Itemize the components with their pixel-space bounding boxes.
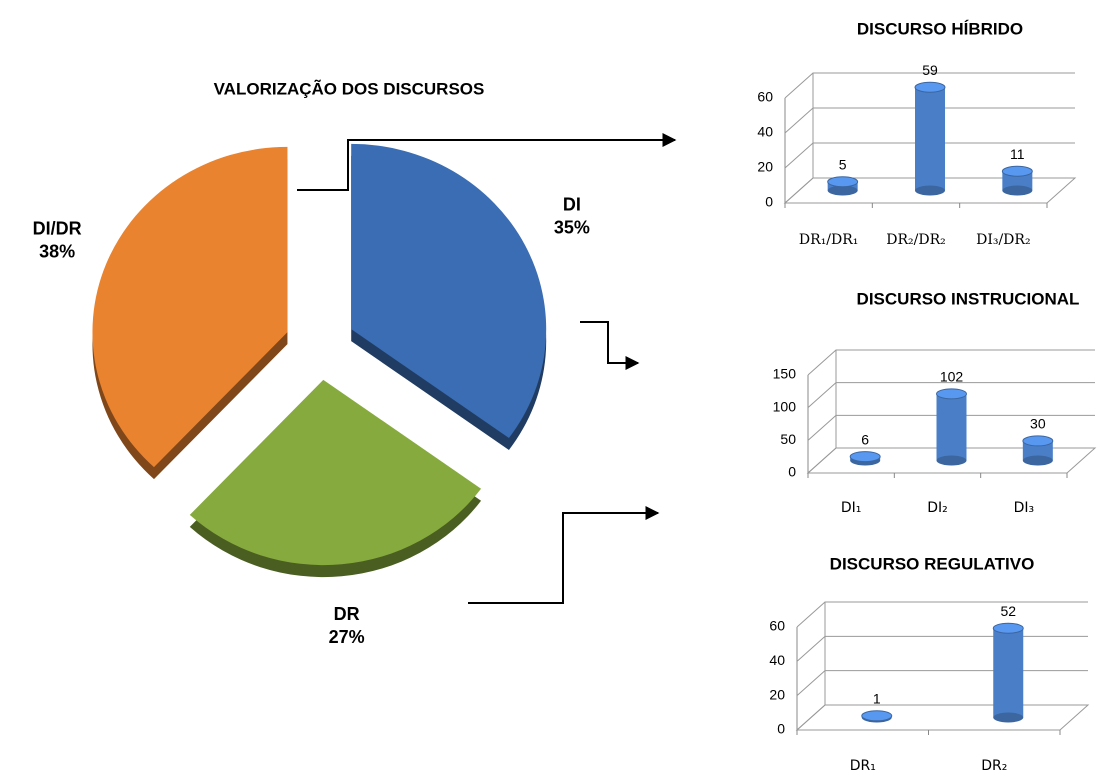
pie-slice <box>92 146 288 468</box>
slice-value-label: 35% <box>554 217 590 237</box>
bar <box>861 710 893 723</box>
x-tick-label: DI₃/DR₂ <box>976 232 1030 248</box>
bar-top <box>849 451 881 463</box>
bar-top <box>827 176 859 188</box>
y-tick-label: 0 <box>788 464 796 480</box>
pie-slice <box>189 379 482 566</box>
y-tick-label: 100 <box>773 398 797 414</box>
bar-top <box>914 81 946 93</box>
data-label: 102 <box>940 369 964 385</box>
bar-body <box>936 393 967 461</box>
chart-title: DISCURSO HÍBRIDO <box>857 19 1023 38</box>
data-label: 52 <box>1000 603 1016 619</box>
chart-title: VALORIZAÇÃO DOS DISCURSOS <box>214 78 485 98</box>
bar-bottom <box>993 712 1024 723</box>
y-tick-label: 60 <box>757 89 773 105</box>
data-label: 30 <box>1030 416 1046 432</box>
bar-body <box>1022 440 1053 461</box>
data-label: 1 <box>873 690 881 706</box>
grid-line <box>784 177 1075 204</box>
floor <box>795 704 1090 731</box>
grid-line <box>807 414 1095 441</box>
chart-title: DISCURSO INSTRUCIONAL <box>857 289 1080 308</box>
data-label: 6 <box>861 431 869 447</box>
bar-body <box>993 628 1024 718</box>
slice-label: DI <box>563 194 581 214</box>
y-tick-label: 40 <box>769 652 785 668</box>
grid-line <box>796 601 1088 628</box>
bar <box>914 81 946 196</box>
grid-line <box>796 704 1088 731</box>
slice-value-label: 38% <box>39 242 75 262</box>
y-tick-label: 0 <box>765 194 773 210</box>
grid-line <box>807 382 1095 409</box>
grid-line <box>796 635 1088 662</box>
bar <box>936 388 967 466</box>
grid-line <box>784 72 1075 99</box>
bar-body <box>915 87 945 191</box>
data-label: 5 <box>839 156 847 172</box>
x-tick-label: DI₁ <box>841 500 862 516</box>
bar-top <box>861 710 893 722</box>
grid-line <box>784 107 1075 134</box>
bar <box>992 622 1024 723</box>
grid-line <box>807 349 1095 376</box>
y-tick-label: 20 <box>757 159 773 175</box>
y-tick-label: 50 <box>780 431 796 447</box>
bar-top <box>1022 435 1054 447</box>
bar-bottom <box>936 455 967 466</box>
grid-line <box>796 670 1088 697</box>
bar-bottom <box>915 185 945 196</box>
x-tick-label: DR₁ <box>850 758 876 773</box>
slice-label: DI/DR <box>33 219 82 239</box>
bar-bottom <box>1002 185 1033 196</box>
bar-top <box>936 388 967 400</box>
bar <box>849 451 881 466</box>
bar <box>1001 165 1033 196</box>
grid-line <box>784 142 1075 169</box>
x-tick-label: DR₂ <box>981 758 1007 773</box>
x-tick-label: DI₃ <box>1014 500 1035 516</box>
x-tick-label: DR₁/DR₁ <box>799 232 858 248</box>
bar-top <box>992 622 1024 634</box>
connectors <box>297 133 677 604</box>
bar <box>1022 435 1054 466</box>
x-tick-label: DI₂ <box>927 500 948 516</box>
y-tick-label: 0 <box>777 721 785 737</box>
x-tick-label: DR₂/DR₂ <box>886 232 945 248</box>
y-tick-label: 60 <box>769 618 785 634</box>
slice-value-label: 27% <box>329 627 365 647</box>
slice-label: DR <box>334 604 360 624</box>
chart-title: DISCURSO REGULATIVO <box>830 554 1035 573</box>
data-label: 59 <box>922 62 938 78</box>
bar-bottom <box>1022 455 1053 466</box>
y-tick-label: 40 <box>757 124 773 140</box>
bar-top <box>1001 165 1033 177</box>
y-tick-label: 150 <box>773 366 797 382</box>
data-label: 11 <box>1010 146 1025 162</box>
pie-slice <box>351 143 547 438</box>
bar <box>827 176 859 196</box>
grid-line <box>807 447 1095 474</box>
bar-bottom <box>827 185 858 196</box>
y-tick-label: 20 <box>769 686 785 702</box>
